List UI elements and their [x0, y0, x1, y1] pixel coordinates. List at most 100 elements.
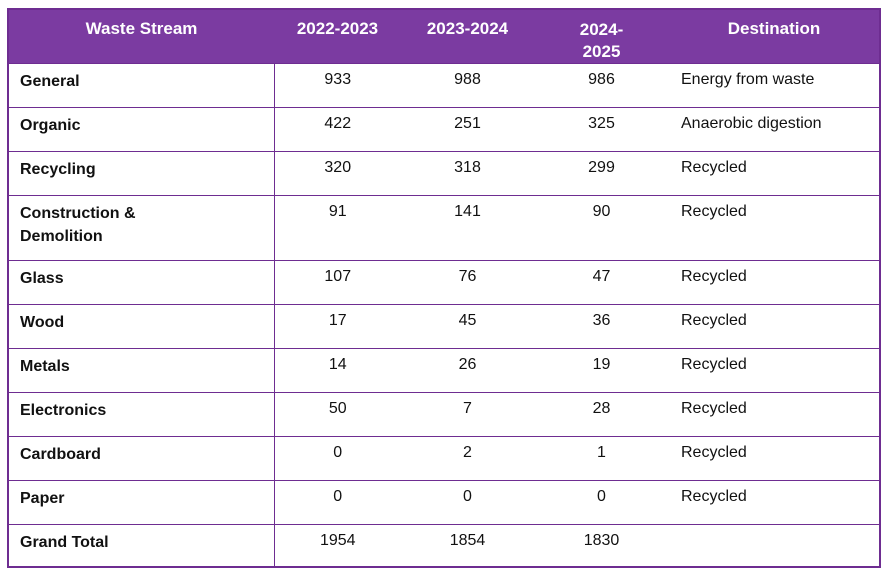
header-label: 2024-2025	[579, 20, 624, 62]
value-cell: 14	[274, 348, 401, 393]
table-row: Organic 422 251 325 Anaerobic digestion	[8, 107, 880, 152]
value-cell: 141	[401, 195, 534, 261]
value-cell: 7	[401, 392, 534, 437]
table-body: General 933 988 986 Energy from waste Organic…	[8, 63, 880, 567]
stream-cell: Electronics	[8, 392, 275, 437]
value-cell: 19	[534, 348, 669, 393]
header-label: 2023-2024	[426, 19, 509, 38]
header-2023-2024: 2023-2024	[401, 9, 534, 64]
destination-label: Recycled	[681, 312, 747, 330]
destination-label: Energy from waste	[681, 71, 815, 89]
value-label: 299	[588, 159, 615, 177]
value-label: 107	[324, 268, 352, 286]
value-cell: 986	[534, 63, 669, 108]
stream-cell: Grand Total	[8, 524, 275, 567]
table-row: Cardboard 0 2 1 Recycled	[8, 436, 880, 481]
destination-label: Recycled	[681, 400, 747, 418]
value-cell: 0	[274, 480, 401, 525]
value-label: 0	[463, 488, 472, 506]
header-label: 2022-2023	[296, 19, 379, 38]
table-row: Construction & Demolition 91 141 90 Recycled	[8, 195, 880, 261]
destination-cell: Recycled	[669, 348, 880, 393]
value-label: 26	[458, 356, 477, 374]
value-label: 325	[588, 115, 615, 133]
destination-label: Recycled	[681, 488, 747, 506]
value-cell: 299	[534, 151, 669, 196]
table-row: Recycling 320 318 299 Recycled	[8, 151, 880, 196]
destination-cell: Recycled	[669, 392, 880, 437]
destination-cell: Recycled	[669, 260, 880, 305]
value-label: 318	[454, 159, 481, 177]
value-label: 1854	[449, 532, 486, 550]
value-cell: 47	[534, 260, 669, 305]
value-cell: 28	[534, 392, 669, 437]
value-cell: 17	[274, 304, 401, 349]
value-label: 986	[588, 71, 615, 89]
stream-label: Glass	[20, 270, 64, 288]
stream-cell: Construction & Demolition	[8, 195, 275, 261]
stream-label: Paper	[20, 490, 65, 508]
value-cell: 422	[274, 107, 401, 152]
value-label: 1	[597, 444, 606, 462]
value-cell: 91	[274, 195, 401, 261]
destination-label: Recycled	[681, 159, 747, 177]
value-cell: 50	[274, 392, 401, 437]
destination-label: Recycled	[681, 268, 747, 286]
value-cell: 0	[274, 436, 401, 481]
waste-stream-table: Waste Stream 2022-2023 2023-2024 2024-20…	[7, 8, 881, 568]
value-label: 50	[328, 400, 347, 418]
stream-cell: Metals	[8, 348, 275, 393]
value-cell: 0	[534, 480, 669, 525]
header-label: Waste Stream	[85, 19, 198, 38]
value-label: 7	[463, 400, 472, 418]
value-cell: 0	[401, 480, 534, 525]
stream-cell: Cardboard	[8, 436, 275, 481]
destination-cell: Recycled	[669, 436, 880, 481]
destination-label: Anaerobic digestion	[681, 115, 822, 133]
value-label: 0	[597, 488, 606, 506]
stream-label: Construction & Demolition	[20, 205, 136, 245]
value-label: 933	[324, 71, 352, 89]
header-row: Waste Stream 2022-2023 2023-2024 2024-20…	[8, 9, 880, 64]
value-label: 988	[454, 71, 481, 89]
table-row: General 933 988 986 Energy from waste	[8, 63, 880, 108]
value-cell: 1854	[401, 524, 534, 567]
value-cell: 36	[534, 304, 669, 349]
stream-label: Wood	[20, 314, 65, 332]
stream-cell: Recycling	[8, 151, 275, 196]
stream-cell: Organic	[8, 107, 275, 152]
stream-label: Metals	[20, 358, 70, 376]
destination-cell: Recycled	[669, 195, 880, 261]
stream-label: Recycling	[20, 161, 96, 179]
value-label: 36	[592, 312, 611, 330]
value-label: 2	[463, 444, 472, 462]
value-label: 0	[333, 488, 343, 506]
table-row: Metals 14 26 19 Recycled	[8, 348, 880, 393]
header-2022-2023: 2022-2023	[274, 9, 401, 64]
header-label: Destination	[727, 19, 821, 38]
value-label: 19	[592, 356, 611, 374]
table-row: Wood 17 45 36 Recycled	[8, 304, 880, 349]
destination-cell: Anaerobic digestion	[669, 107, 880, 152]
value-cell: 1	[534, 436, 669, 481]
value-label: 1830	[583, 532, 620, 550]
value-label: 0	[333, 444, 343, 462]
stream-label: General	[20, 73, 80, 91]
table-header: Waste Stream 2022-2023 2023-2024 2024-20…	[8, 9, 880, 64]
table-row: Electronics 50 7 28 Recycled	[8, 392, 880, 437]
waste-stream-table-container: Waste Stream 2022-2023 2023-2024 2024-20…	[7, 8, 881, 568]
value-label: 90	[592, 203, 611, 221]
stream-cell: Glass	[8, 260, 275, 305]
value-label: 91	[328, 203, 347, 221]
destination-label: Recycled	[681, 203, 747, 221]
value-label: 17	[328, 312, 347, 330]
grand-total-row: Grand Total 1954 1854 1830	[8, 524, 880, 567]
destination-cell	[669, 524, 880, 567]
header-destination: Destination	[669, 9, 880, 64]
value-cell: 26	[401, 348, 534, 393]
value-label: 251	[454, 115, 481, 133]
value-cell: 2	[401, 436, 534, 481]
value-cell: 318	[401, 151, 534, 196]
header-waste-stream: Waste Stream	[8, 9, 274, 64]
value-cell: 320	[274, 151, 401, 196]
